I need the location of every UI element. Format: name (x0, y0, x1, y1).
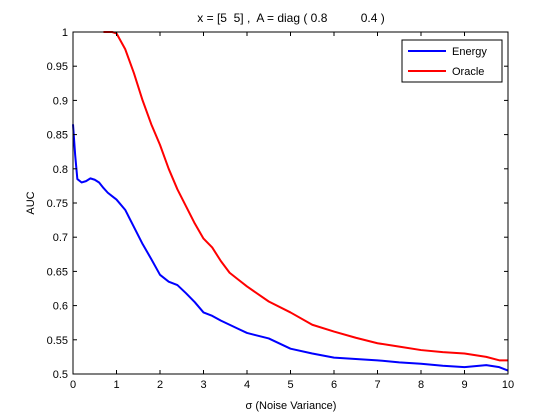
chart-title: x = [5 5] , A = diag ( 0.8 0.4 ) (197, 11, 384, 25)
legend-box (401, 39, 503, 83)
y-tick-label: 0.8 (53, 164, 68, 176)
legend-label-energy: Energy (452, 46, 487, 58)
legend-label-oracle: Oracle (452, 66, 484, 78)
y-tick-label: 0.85 (47, 130, 68, 142)
series-line-energy (72, 124, 509, 372)
x-tick-label: 5 (287, 379, 293, 391)
x-tick-label: 0 (70, 379, 76, 391)
legend: Energy Oracle (401, 39, 503, 83)
y-tick-label: 0.55 (47, 335, 68, 347)
series-layer (72, 31, 509, 372)
y-tick-label: 0.95 (47, 61, 68, 73)
plot-area (73, 32, 508, 374)
y-tick-label: 0.9 (53, 95, 68, 107)
x-tick-label: 8 (418, 379, 424, 391)
y-axis: 0.5 0.55 0.6 0.65 0.7 0.75 0.8 0.85 0.9 0.95 1 (47, 27, 508, 381)
x-axis: 0 1 2 3 4 5 6 7 8 9 10 (70, 32, 514, 391)
x-tick-label: 10 (502, 379, 514, 391)
x-tick-label: 4 (244, 379, 250, 391)
x-tick-label: 7 (374, 379, 380, 391)
y-tick-label: 0.75 (47, 198, 68, 210)
y-tick-label: 0.5 (53, 369, 68, 381)
y-axis-label: AUC (25, 191, 37, 214)
y-tick-label: 0.65 (47, 266, 68, 278)
series-line-oracle (103, 31, 508, 362)
y-tick-label: 1 (62, 27, 68, 39)
x-axis-label: σ (Noise Variance) (246, 400, 337, 412)
x-tick-label: 9 (461, 379, 467, 391)
x-tick-label: 6 (331, 379, 337, 391)
x-tick-label: 2 (157, 379, 163, 391)
y-tick-label: 0.6 (53, 301, 68, 313)
x-tick-label: 3 (200, 379, 206, 391)
x-tick-label: 1 (113, 379, 119, 391)
y-tick-label: 0.7 (53, 232, 68, 244)
